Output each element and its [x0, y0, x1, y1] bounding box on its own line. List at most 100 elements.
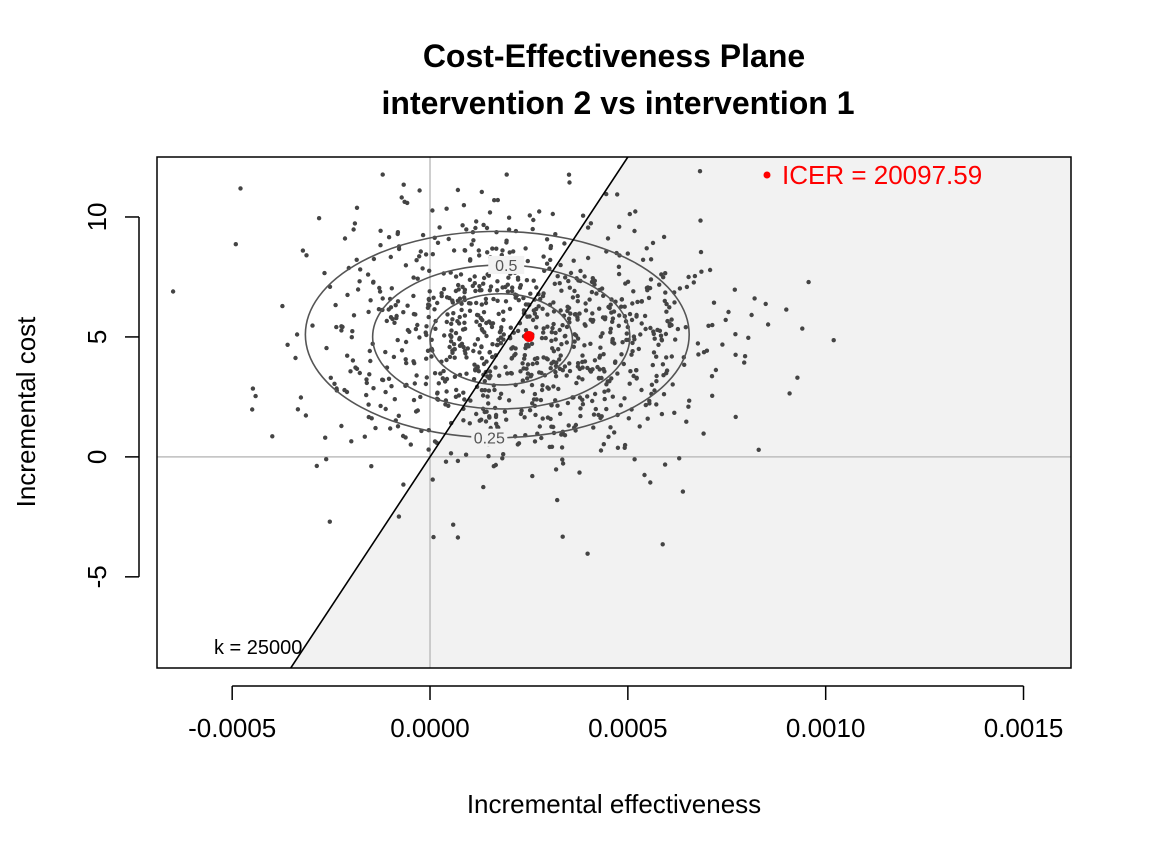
- scatter-point: [639, 387, 644, 393]
- scatter-point: [368, 358, 373, 364]
- scatter-point: [537, 424, 542, 429]
- scatter-point: [403, 339, 409, 345]
- scatter-point: [448, 451, 454, 456]
- scatter-point: [646, 295, 652, 301]
- scatter-point: [525, 342, 530, 347]
- scatter-point: [530, 473, 535, 479]
- scatter-point: [412, 381, 417, 386]
- scatter-point: [495, 298, 500, 303]
- scatter-point: [495, 279, 500, 284]
- scatter-point: [539, 335, 545, 341]
- scatter-point: [598, 448, 604, 453]
- scatter-point: [506, 275, 511, 280]
- scatter-point: [518, 283, 523, 288]
- scatter-point: [573, 312, 578, 317]
- scatter-point: [328, 375, 333, 380]
- scatter-point: [583, 323, 588, 328]
- scatter-point: [510, 285, 515, 290]
- scatter-point: [541, 355, 546, 360]
- scatter-point: [604, 406, 609, 412]
- scatter-point: [497, 373, 502, 378]
- scatter-point: [502, 409, 508, 414]
- scatter-point: [692, 273, 698, 279]
- scatter-point: [567, 180, 572, 185]
- scatter-point: [506, 227, 512, 232]
- scatter-point: [386, 376, 392, 381]
- scatter-point: [459, 307, 464, 313]
- scatter-point: [582, 359, 588, 364]
- scatter-point: [348, 369, 353, 374]
- scatter-point: [400, 433, 406, 439]
- scatter-point: [362, 434, 367, 439]
- cost-effective-region: [290, 157, 1071, 668]
- scatter-point: [663, 290, 668, 295]
- scatter-point: [354, 257, 359, 262]
- scatter-point: [494, 342, 500, 348]
- icer-legend: ICER = 20097.59: [763, 160, 982, 190]
- scatter-point: [486, 388, 492, 393]
- scatter-point: [455, 319, 460, 324]
- scatter-point: [560, 323, 565, 328]
- scatter-point: [479, 344, 484, 349]
- scatter-point: [444, 376, 450, 382]
- scatter-point: [664, 309, 669, 314]
- scatter-point: [462, 248, 467, 253]
- scatter-point: [551, 424, 556, 430]
- scatter-point: [806, 279, 811, 285]
- scatter-point: [654, 354, 659, 359]
- scatter-point: [450, 317, 455, 322]
- scatter-point: [620, 340, 625, 345]
- scatter-point: [403, 357, 408, 362]
- scatter-point: [566, 316, 572, 321]
- scatter-point: [467, 258, 473, 263]
- scatter-point: [486, 401, 491, 406]
- scatter-point: [552, 281, 557, 286]
- scatter-point: [608, 326, 613, 331]
- scatter-point: [565, 400, 571, 406]
- scatter-point: [388, 426, 393, 431]
- scatter-point: [562, 364, 568, 369]
- scatter-point: [634, 375, 639, 380]
- scatter-point: [669, 354, 674, 359]
- scatter-point: [444, 206, 449, 211]
- scatter-point: [497, 395, 502, 401]
- scatter-point: [711, 300, 717, 305]
- scatter-point: [588, 341, 593, 346]
- scatter-point: [418, 249, 423, 254]
- scatter-point: [515, 328, 521, 334]
- scatter-point: [654, 373, 659, 379]
- scatter-point: [481, 310, 487, 315]
- scatter-point: [663, 271, 668, 276]
- scatter-point: [667, 323, 672, 329]
- scatter-point: [437, 225, 442, 230]
- scatter-point: [624, 337, 629, 343]
- scatter-point: [464, 371, 469, 376]
- scatter-point: [452, 355, 457, 360]
- scatter-point: [590, 276, 595, 281]
- scatter-point: [383, 389, 388, 395]
- scatter-point: [376, 307, 382, 312]
- scatter-point: [661, 392, 667, 397]
- scatter-point: [558, 411, 563, 416]
- scatter-point: [493, 414, 499, 420]
- scatter-point: [462, 290, 467, 295]
- scatter-point: [626, 416, 631, 421]
- scatter-point: [411, 293, 416, 299]
- scatter-point: [357, 370, 362, 376]
- scatter-point: [394, 315, 399, 321]
- scatter-point: [733, 332, 738, 337]
- scatter-point: [525, 371, 531, 376]
- scatter-point: [592, 391, 598, 397]
- scatter-point: [589, 289, 595, 295]
- scatter-point: [566, 305, 572, 311]
- scatter-point: [253, 393, 258, 399]
- scatter-point: [831, 338, 836, 343]
- scatter-point: [596, 375, 602, 381]
- scatter-point: [539, 435, 544, 441]
- scatter-point: [571, 258, 576, 263]
- scatter-point: [704, 348, 710, 353]
- scatter-point: [622, 396, 627, 401]
- scatter-point: [366, 309, 371, 315]
- scatter-point: [525, 376, 530, 381]
- scatter-point: [345, 353, 350, 358]
